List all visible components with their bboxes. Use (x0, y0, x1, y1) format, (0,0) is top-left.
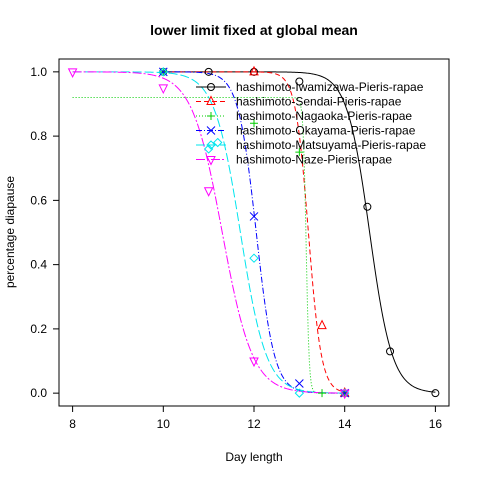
y-tick-label: 0.4 (30, 258, 47, 272)
series-line (163, 71, 345, 393)
data-point (363, 202, 372, 211)
x-tick-label: 10 (157, 417, 171, 431)
data-point (250, 119, 258, 128)
y-tick-label: 0.6 (30, 193, 47, 207)
legend-label: hashimoto-Sendai-Pieris-rapae (236, 95, 402, 109)
data-point (206, 126, 216, 135)
data-point (318, 389, 327, 398)
y-axis: 0.0 0.2 0.4 0.6 0.8 1.0 (30, 65, 60, 400)
data-point (203, 144, 214, 154)
data-point (431, 389, 440, 398)
data-point (386, 347, 395, 356)
legend-label: hashimoto-Nagaoka-Pieris-rapae (236, 109, 412, 123)
data-point (206, 156, 216, 166)
legend-label: hashimoto-Naze-Pieris-rapae (236, 153, 392, 167)
legend-label: hashimoto-Iwamizawa-Pieris-rapae (236, 80, 424, 94)
y-axis-label: percentage diapause (3, 176, 17, 288)
x-tick-label: 16 (429, 417, 443, 431)
legend: hashimoto-Iwamizawa-Pieris-rapaehashimot… (196, 80, 426, 167)
data-point (158, 84, 169, 95)
data-point (204, 67, 213, 76)
data-points (67, 65, 440, 400)
y-tick-label: 0.0 (30, 386, 47, 400)
x-tick-label: 8 (69, 417, 76, 431)
data-point (339, 389, 350, 400)
y-tick-label: 0.2 (30, 322, 47, 336)
data-point (207, 112, 215, 120)
data-point (249, 65, 259, 76)
data-point (207, 83, 215, 91)
data-point (203, 187, 214, 197)
data-point (158, 67, 169, 77)
y-tick-label: 1.0 (30, 65, 47, 79)
data-point (294, 379, 304, 388)
data-point (249, 212, 259, 221)
data-point (206, 95, 216, 105)
legend-label: hashimoto-Okayama-Pieris-rapae (236, 124, 416, 138)
x-tick-label: 12 (247, 417, 261, 431)
y-tick-label: 0.8 (30, 129, 47, 143)
data-point (67, 68, 78, 78)
data-point (213, 137, 223, 148)
series-line (72, 97, 345, 394)
data-point (249, 253, 259, 263)
data-point (295, 148, 304, 157)
data-point (206, 140, 216, 150)
data-point (295, 77, 304, 86)
data-point (249, 357, 259, 368)
data-point (317, 319, 327, 330)
data-point (294, 388, 305, 398)
x-tick-label: 14 (338, 417, 352, 431)
x-axis-label: Day length (225, 450, 282, 464)
legend-label: hashimoto-Matsuyama-Pieris-rapae (236, 138, 426, 152)
data-point (158, 67, 168, 77)
x-axis: 8 10 12 14 16 (69, 405, 443, 431)
series-line (72, 71, 345, 394)
chart-title: lower limit fixed at global mean (150, 22, 358, 38)
